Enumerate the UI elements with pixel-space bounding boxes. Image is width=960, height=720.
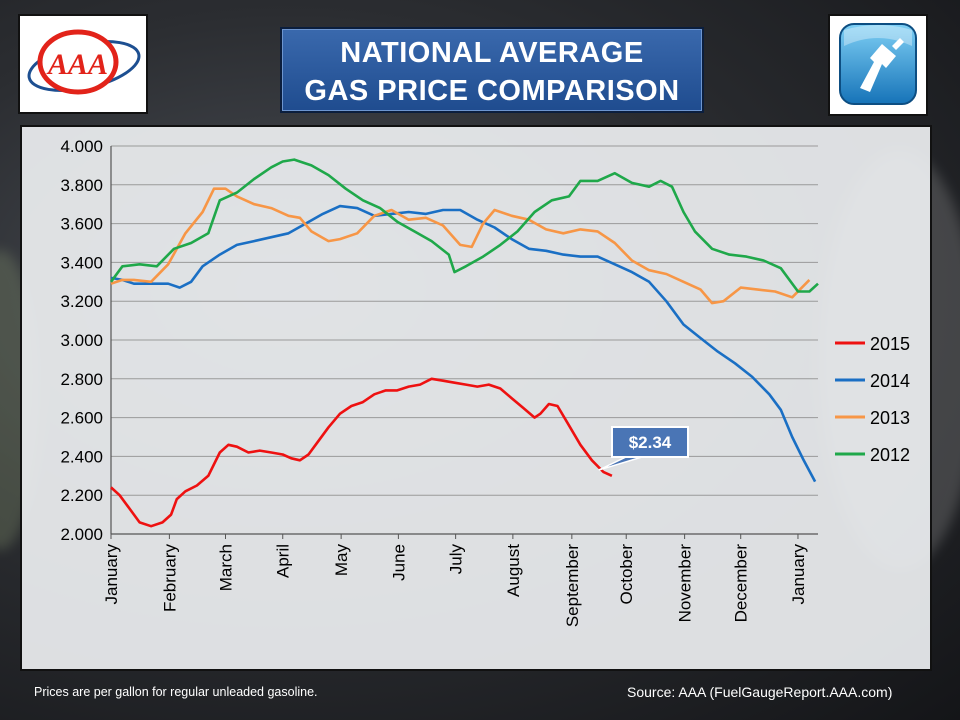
- series-line-2014: [110, 204, 817, 483]
- line-chart: 2.000 2.200 2.400 2.600 2.800 3.000 3.200 3.400…: [60, 137, 910, 627]
- x-tick-label: March: [216, 544, 235, 591]
- legend-label-2013: 2013: [870, 408, 910, 428]
- x-tick-label: July: [447, 544, 466, 575]
- footnote: Prices are per gallon for regular unlead…: [34, 685, 318, 699]
- y-tick-label: 2.400: [60, 447, 103, 466]
- x-tick-label: February: [160, 544, 179, 613]
- callout-box: [611, 426, 689, 458]
- x-tick-label: October: [617, 544, 636, 605]
- x-tick-label: June: [389, 544, 408, 581]
- y-tick-label: 3.000: [60, 331, 103, 350]
- series-line-2013: [110, 187, 811, 305]
- legend-label-2012: 2012: [870, 445, 910, 465]
- x-tick-label: November: [676, 544, 695, 623]
- y-tick-label: 3.800: [60, 176, 103, 195]
- title-line-2: GAS PRICE COMPARISON: [304, 75, 680, 107]
- legend-label-2015: 2015: [870, 334, 910, 354]
- x-tick-label: August: [504, 544, 523, 597]
- y-tick-label: 3.400: [60, 253, 103, 272]
- x-tick-label: January: [102, 544, 121, 605]
- gas-pump-icon: [839, 23, 917, 105]
- aaa-logo-text: AAA: [46, 48, 108, 81]
- legend-label-2014: 2014: [870, 371, 910, 391]
- series-line-2015: [110, 377, 613, 528]
- y-tick-label: 2.600: [60, 409, 103, 428]
- x-tick-label: January: [789, 544, 808, 605]
- source-text: Source: AAA (FuelGaugeReport.AAA.com): [627, 684, 893, 700]
- gas-pump-logo: [828, 14, 928, 116]
- y-tick-label: 2.800: [60, 370, 103, 389]
- x-tick-label: May: [332, 544, 351, 577]
- series-line-2012: [109, 158, 819, 293]
- x-tick-label: December: [732, 544, 751, 623]
- y-tick-label: 4.000: [60, 137, 103, 156]
- chart-panel: 2.000 2.200 2.400 2.600 2.800 3.000 3.200 3.400…: [20, 125, 932, 671]
- y-tick-label: 3.200: [60, 292, 103, 311]
- x-tick-label: April: [274, 544, 293, 578]
- callout-pointer: [598, 456, 643, 471]
- y-tick-label: 2.200: [60, 486, 103, 505]
- y-tick-label: 3.600: [60, 215, 103, 234]
- x-tick-label: September: [563, 544, 582, 627]
- aaa-logo: AAA: [18, 14, 148, 114]
- callout-label: $2.34: [629, 433, 672, 452]
- y-tick-label: 2.000: [60, 525, 103, 544]
- title-line-1: NATIONAL AVERAGE: [340, 37, 644, 69]
- aaa-logo-icon: AAA: [27, 29, 141, 95]
- chart-title: NATIONAL AVERAGE GAS PRICE COMPARISON: [280, 27, 704, 113]
